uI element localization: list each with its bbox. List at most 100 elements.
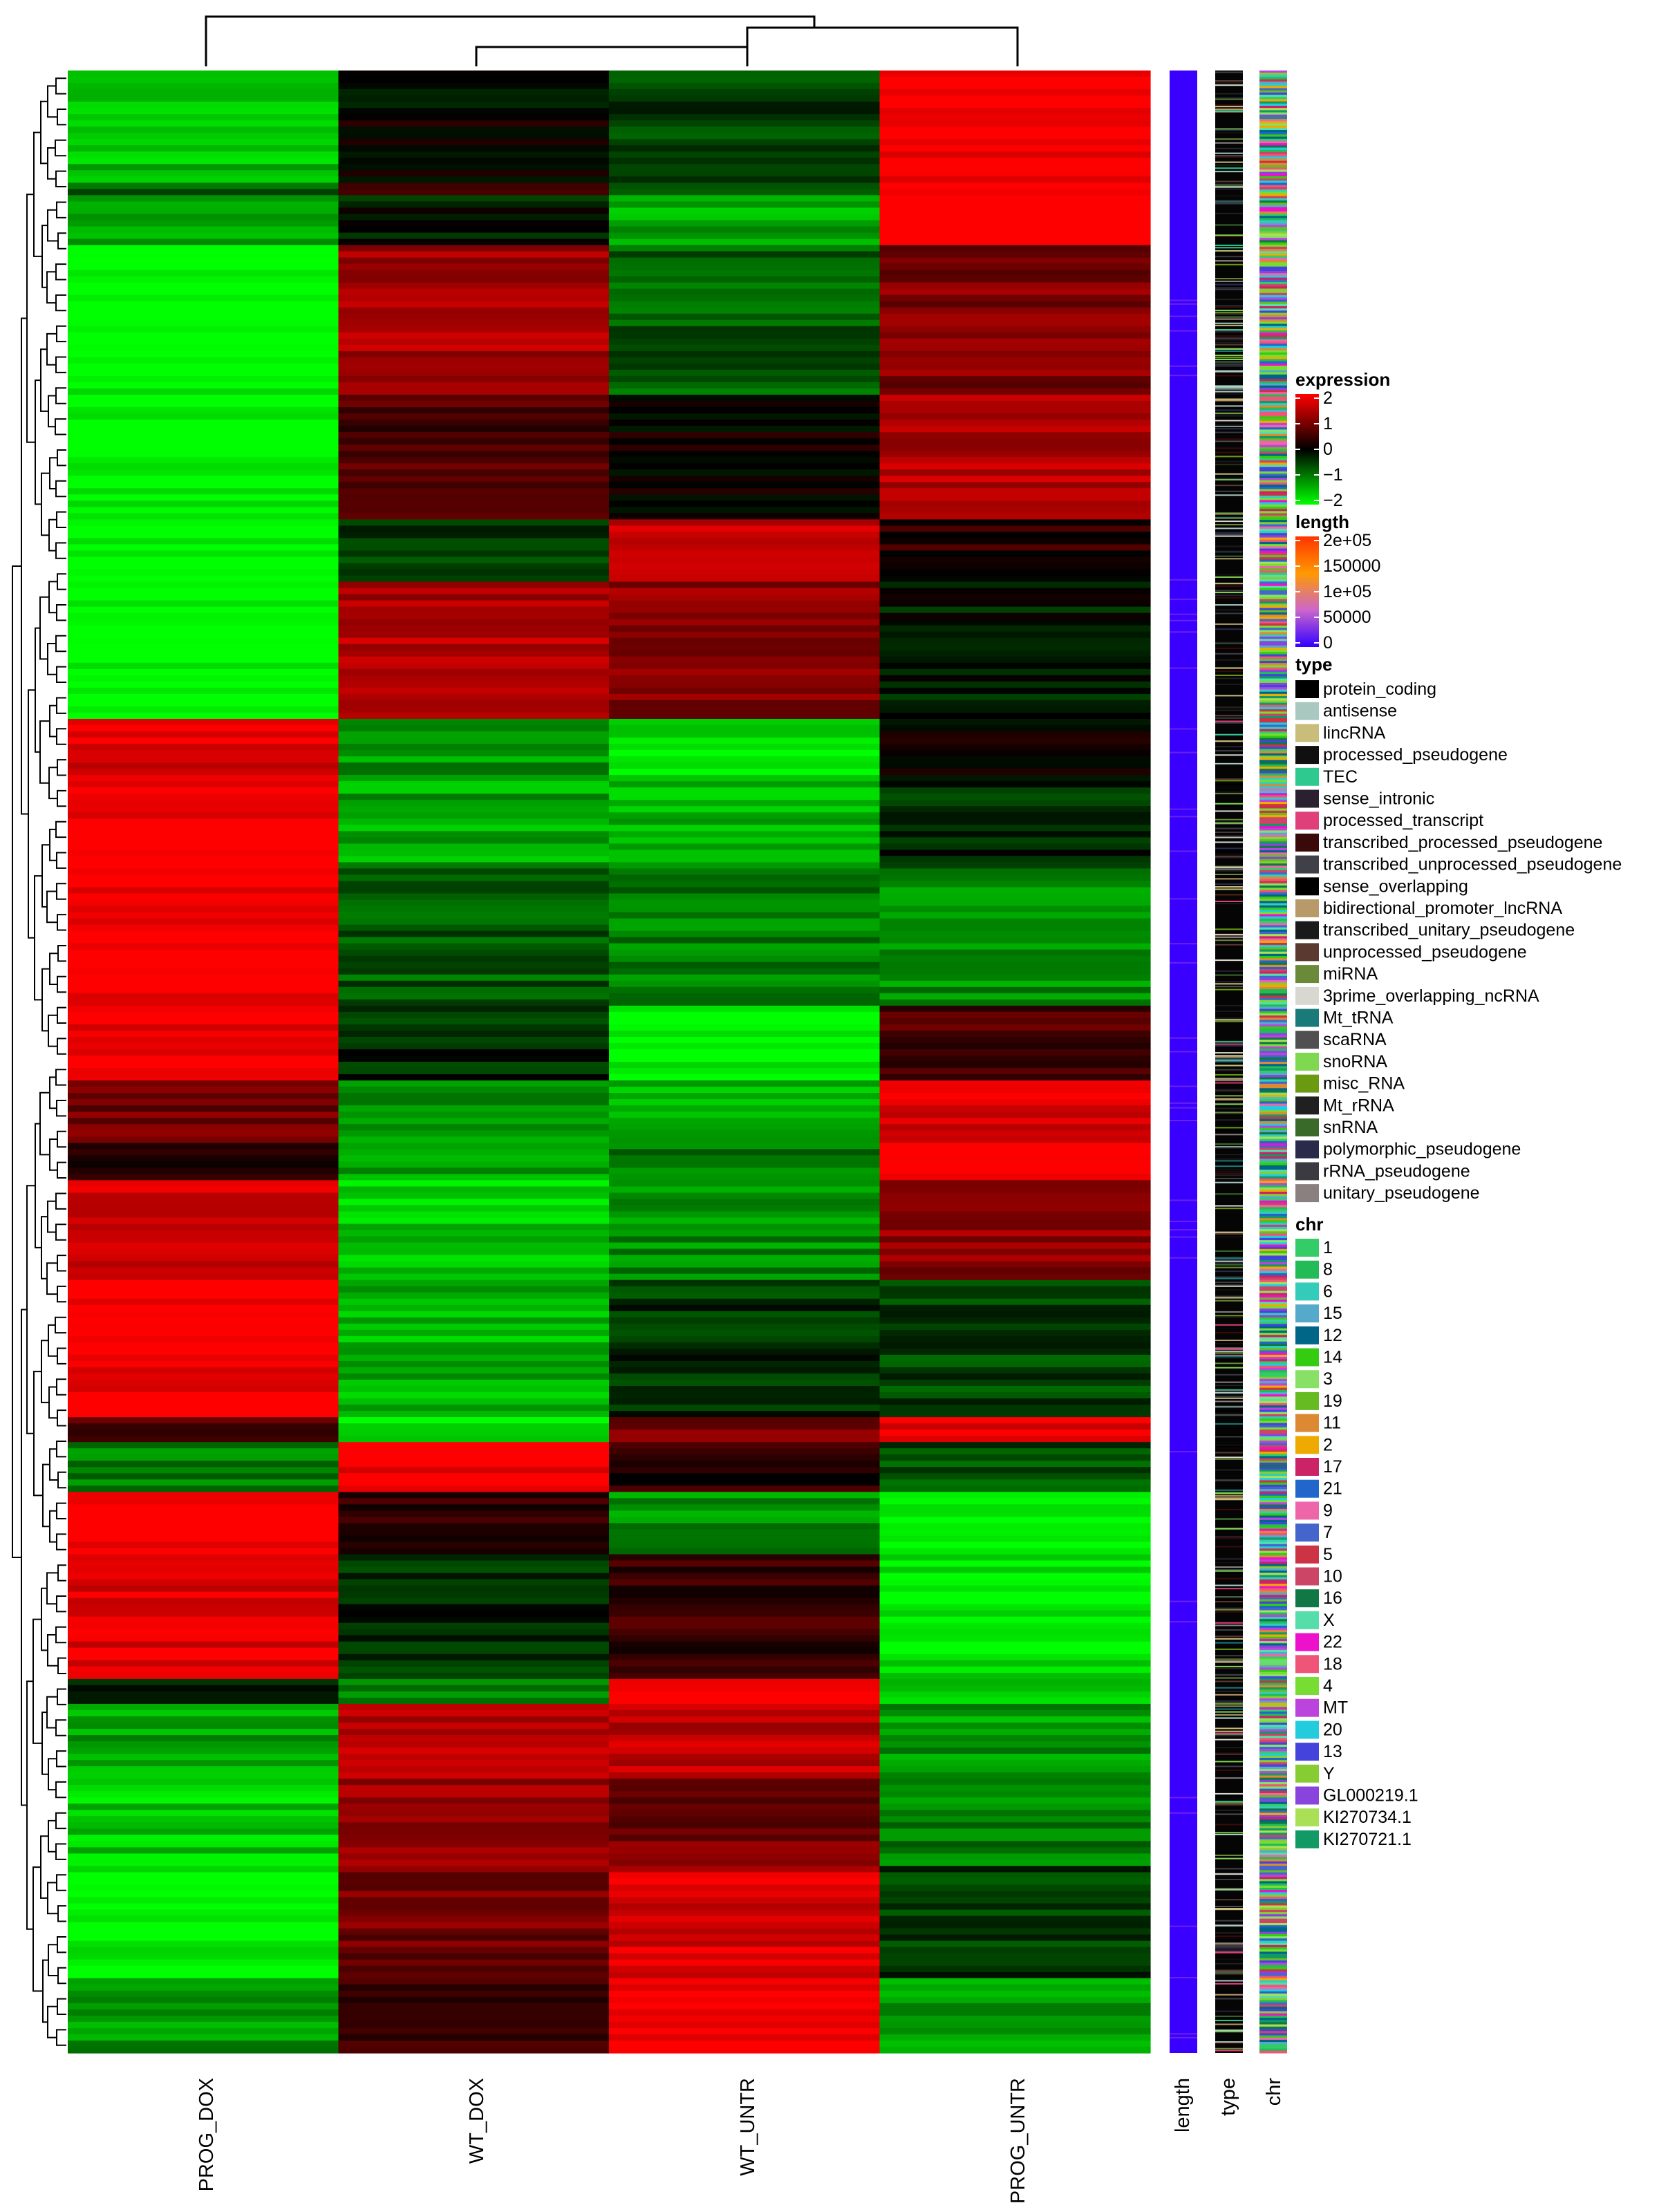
heatmap-cell [609, 1585, 881, 1593]
heatmap-cell [338, 825, 610, 832]
annotation-chr-cell [1259, 1077, 1287, 1080]
annotation-chr-cell [1259, 1971, 1287, 1974]
heatmap-cell [338, 1872, 610, 1880]
heatmap-cell [879, 1635, 1151, 1642]
heatmap-cell [338, 158, 610, 165]
heatmap-cell [68, 426, 339, 433]
heatmap-cell [338, 1779, 610, 1785]
annotation-chr-cell [1259, 1612, 1287, 1615]
annotation-chr-cell [1259, 1731, 1287, 1734]
heatmap-cell [68, 781, 339, 788]
heatmap-cell [879, 762, 1151, 769]
annotation-chr-cell [1259, 1627, 1287, 1631]
annotation-type-cell [1215, 870, 1243, 872]
annotation-type-cell [1215, 1469, 1243, 1471]
annotation-chr-cell [1259, 634, 1287, 637]
heatmap-cell [609, 357, 881, 364]
annotation-type-cell [1215, 1705, 1243, 1707]
annotation-chr-cell [1259, 99, 1287, 102]
annotation-type-cell [1215, 313, 1243, 315]
annotation-chr-cell [1259, 623, 1287, 626]
annotation-type-cell [1215, 1347, 1243, 1349]
annotation-chr-cell [1259, 1940, 1287, 1944]
heatmap-cell [609, 1335, 881, 1343]
heatmap-cell [609, 556, 881, 564]
annotation-type-cell [1215, 1080, 1243, 1081]
annotation-chr-cell [1259, 1555, 1287, 1558]
annotation-length-cell [1170, 751, 1197, 753]
heatmap-cell [879, 1005, 1151, 1013]
heatmap-cell [609, 1261, 881, 1268]
annotation-chr-cell [1259, 1671, 1287, 1675]
annotation-chr-cell [1259, 1753, 1287, 1756]
annotation-chr-cell [1259, 1101, 1287, 1105]
heatmap-cell [68, 1074, 339, 1081]
heatmap-cell [609, 687, 881, 695]
heatmap-cell [609, 1709, 881, 1717]
annotation-chr-cell [1259, 615, 1287, 617]
heatmap-cell [338, 2027, 610, 2035]
annotation-type-cell [1215, 805, 1243, 807]
heatmap-cell [338, 1940, 610, 1948]
annotation-type-cell [1215, 337, 1243, 339]
heatmap-cell [609, 1810, 881, 1817]
heatmap-cell [68, 769, 339, 776]
annotation-type-cell [1215, 348, 1243, 350]
annotation-chr-cell [1259, 1595, 1287, 1597]
heatmap-cell [609, 102, 881, 109]
annotation-track-length [1170, 71, 1197, 2053]
heatmap-cell [68, 1660, 339, 1667]
annotation-type-cell [1215, 1080, 1243, 1082]
heatmap-cell [68, 1597, 339, 1605]
annotation-chr-cell [1259, 1031, 1287, 1034]
annotation-chr-cell [1259, 1143, 1287, 1146]
heatmap-cell [68, 1965, 339, 1973]
annotation-type-cell [1215, 671, 1243, 673]
heatmap-cell [879, 1311, 1151, 1318]
annotation-chr-cell [1259, 1537, 1287, 1541]
annotation-chr-cell [1259, 189, 1287, 192]
heatmap-cell [68, 1467, 339, 1474]
heatmap-cell [68, 1971, 339, 1979]
annotation-chr-cell [1259, 1248, 1287, 1252]
annotation-chr-cell [1259, 196, 1287, 199]
heatmap-cell [338, 276, 610, 283]
annotation-type-cell [1215, 473, 1243, 475]
annotation-chr-cell [1259, 1762, 1287, 1765]
annotation-type-cell [1215, 1879, 1243, 1880]
heatmap-cell [609, 1947, 881, 1954]
heatmap-cell [609, 1280, 881, 1287]
heatmap-cell [338, 2034, 610, 2041]
heatmap-cell [338, 1373, 610, 1380]
heatmap-cell [68, 1579, 339, 1586]
heatmap-cell [879, 999, 1151, 1006]
annotation-chr-cell [1259, 350, 1287, 353]
heatmap-cell [338, 1242, 610, 1250]
heatmap-cell [68, 201, 339, 209]
annotation-chr-cell [1259, 590, 1287, 593]
annotation-type-cell [1215, 642, 1243, 644]
annotation-chr-cell [1259, 1118, 1287, 1122]
annotation-chr-cell [1259, 1903, 1287, 1906]
heatmap-cell [338, 108, 610, 115]
annotation-chr-cell [1259, 119, 1287, 122]
heatmap-cell [68, 1810, 339, 1817]
heatmap-cell [338, 588, 610, 595]
heatmap-cell [609, 2040, 881, 2047]
annotation-chr-cell [1259, 1568, 1287, 1571]
heatmap-cell [68, 1093, 339, 1100]
heatmap-cell [609, 881, 881, 888]
heatmap-cell [879, 1292, 1151, 1300]
heatmap-cell [609, 1554, 881, 1562]
heatmap-cell [68, 525, 339, 532]
annotation-chr-cell [1259, 431, 1287, 435]
heatmap-cell [609, 1093, 881, 1100]
annotation-type-cell [1215, 1181, 1243, 1183]
legend-item-label: Y [1323, 1764, 1335, 1783]
annotation-chr-cell [1259, 1200, 1287, 1203]
heatmap-cell [879, 1915, 1151, 1923]
heatmap-cell [879, 158, 1151, 165]
annotation-type-cell [1215, 1888, 1243, 1890]
heatmap-cell [609, 1803, 881, 1810]
heatmap-cell [68, 1529, 339, 1537]
